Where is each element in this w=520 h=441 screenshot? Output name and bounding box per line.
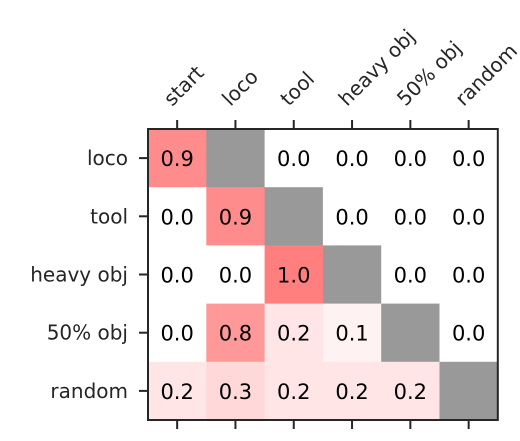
heatmap-cell [206, 187, 266, 246]
cell-value-label: 0.3 [219, 380, 252, 404]
cell-value-label: 0.9 [160, 147, 193, 171]
heatmap-cell [206, 361, 266, 421]
heatmap-cell [322, 129, 382, 188]
x-tick-label: start [159, 61, 209, 111]
cell-value-label: 0.0 [277, 147, 310, 171]
cell-value-label: 0.2 [335, 380, 368, 404]
x-tick-label: loco [217, 65, 263, 111]
heatmap-cell [381, 361, 440, 421]
cell-value-label: 0.2 [394, 380, 427, 404]
cell-value-label: 0.0 [394, 147, 427, 171]
y-tick-label: tool [90, 204, 128, 228]
heatmap-cells [148, 129, 499, 421]
masked-cell [439, 361, 499, 421]
heatmap-cell [148, 361, 207, 421]
masked-cell [206, 129, 266, 188]
heatmap-cell [381, 129, 440, 188]
cell-value-label: 0.0 [394, 264, 427, 288]
cell-value-label: 0.1 [335, 322, 368, 346]
heatmap-cell [322, 303, 382, 363]
cell-value-label: 0.0 [452, 147, 485, 171]
masked-cell [322, 245, 382, 305]
y-tick-label: loco [87, 146, 128, 170]
heatmap-cell [322, 187, 382, 246]
y-tick-label: random [50, 379, 128, 403]
cell-value-label: 0.0 [335, 205, 368, 229]
masked-cell [381, 303, 440, 363]
cell-value-label: 1.0 [277, 264, 310, 288]
heatmap-cell [439, 129, 499, 188]
cell-value-label: 0.0 [452, 322, 485, 346]
cell-value-label: 0.0 [452, 205, 485, 229]
heatmap-cell [264, 129, 324, 188]
cell-value-label: 0.0 [335, 147, 368, 171]
heatmap-cell [264, 361, 324, 421]
cell-value-labels: 0.9 0.0 0.0 0.0 0.0 0.0 0.9 0.0 0.0 0.0 0.0 0.0 1.0 0… [160, 147, 485, 404]
cell-value-label: 0.0 [160, 205, 193, 229]
cell-value-label: 0.9 [219, 205, 252, 229]
cell-value-label: 0.2 [277, 380, 310, 404]
cell-value-label: 0.8 [219, 322, 252, 346]
axis-ticks [139, 120, 470, 429]
heatmap-cell [264, 303, 324, 363]
y-axis-tick-labels: loco tool heavy obj 50% obj random [30, 146, 128, 403]
heatmap-cell [381, 187, 440, 246]
cell-value-label: 0.0 [219, 264, 252, 288]
heatmap-cell [206, 245, 266, 305]
y-tick-label: 50% obj [47, 321, 128, 345]
cell-value-label: 0.0 [452, 264, 485, 288]
cell-value-label: 0.2 [277, 322, 310, 346]
cell-value-label: 0.2 [160, 380, 193, 404]
heatmap-cell [148, 129, 207, 188]
heatmap-cell [206, 303, 266, 363]
cell-value-label: 0.0 [160, 322, 193, 346]
x-tick-label: tool [275, 67, 319, 111]
heatmap-cell [264, 245, 324, 305]
heatmap-cell [322, 361, 382, 421]
heatmap-cell [381, 245, 440, 305]
heatmap-cell [148, 245, 207, 305]
heatmap-cell [439, 187, 499, 246]
masked-cell [264, 187, 324, 246]
heatmap-cell [148, 303, 207, 363]
heatmap-cell [148, 187, 207, 246]
heatmap-cell [439, 245, 499, 305]
heatmap-cell [439, 303, 499, 363]
cell-value-label: 0.0 [394, 205, 427, 229]
cell-value-label: 0.0 [160, 264, 193, 288]
y-tick-label: heavy obj [30, 263, 128, 287]
